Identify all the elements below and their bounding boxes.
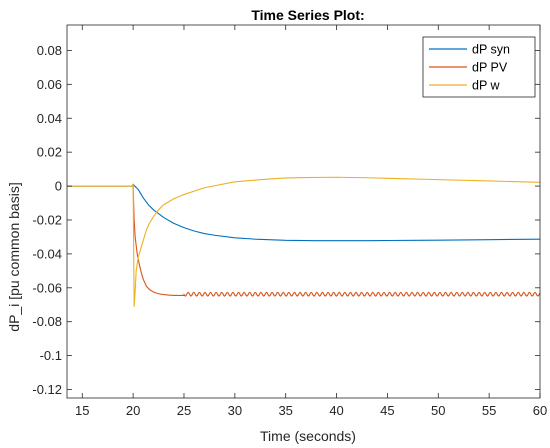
tick-labels: 15 20 25 30 35 40 45 50 55 60 0.08 0.06 0.04 0.02 0 -0.…	[32, 43, 547, 418]
y-tick-label: 0.04	[37, 111, 62, 126]
chart-title: Time Series Plot:	[251, 7, 364, 23]
y-tick-label: 0.02	[37, 145, 62, 160]
y-tick-label: -0.02	[32, 212, 62, 227]
y-tick-label: -0.04	[32, 246, 62, 261]
legend-entry-label: dP w	[472, 79, 501, 93]
legend-entry-label: dP syn	[472, 43, 510, 57]
x-tick-label: 15	[75, 403, 89, 418]
series-line-dp-pv	[67, 183, 541, 297]
series-line-dp-w	[67, 176, 541, 307]
x-tick-label: 40	[329, 403, 343, 418]
y-tick-label: -0.06	[32, 280, 62, 295]
y-tick-label: -0.08	[32, 314, 62, 329]
y-tick-label: -0.1	[40, 348, 62, 363]
y-tick-label: 0	[55, 179, 62, 194]
y-tick-label: 0.06	[37, 77, 62, 92]
x-tick-label: 25	[177, 403, 191, 418]
x-tick-label: 50	[431, 403, 445, 418]
x-tick-label: 60	[533, 403, 547, 418]
legend-entry-label: dP PV	[472, 61, 508, 75]
x-tick-label: 30	[228, 403, 242, 418]
x-tick-label: 55	[482, 403, 496, 418]
axes	[66, 24, 541, 399]
x-tick-label: 35	[278, 403, 292, 418]
y-axis-label: dP_i [pu common basis]	[6, 182, 22, 331]
x-axis-label: Time (seconds)	[260, 428, 356, 444]
x-tick-label: 45	[380, 403, 394, 418]
series-line-dp-syn	[67, 183, 541, 242]
x-tick-label: 20	[126, 403, 140, 418]
legend: dP syn dP PV dP w	[422, 36, 536, 98]
series-layer	[67, 176, 541, 307]
axes-box	[66, 24, 541, 399]
y-tick-label: 0.08	[37, 43, 62, 58]
y-tick-label: -0.12	[32, 382, 62, 397]
